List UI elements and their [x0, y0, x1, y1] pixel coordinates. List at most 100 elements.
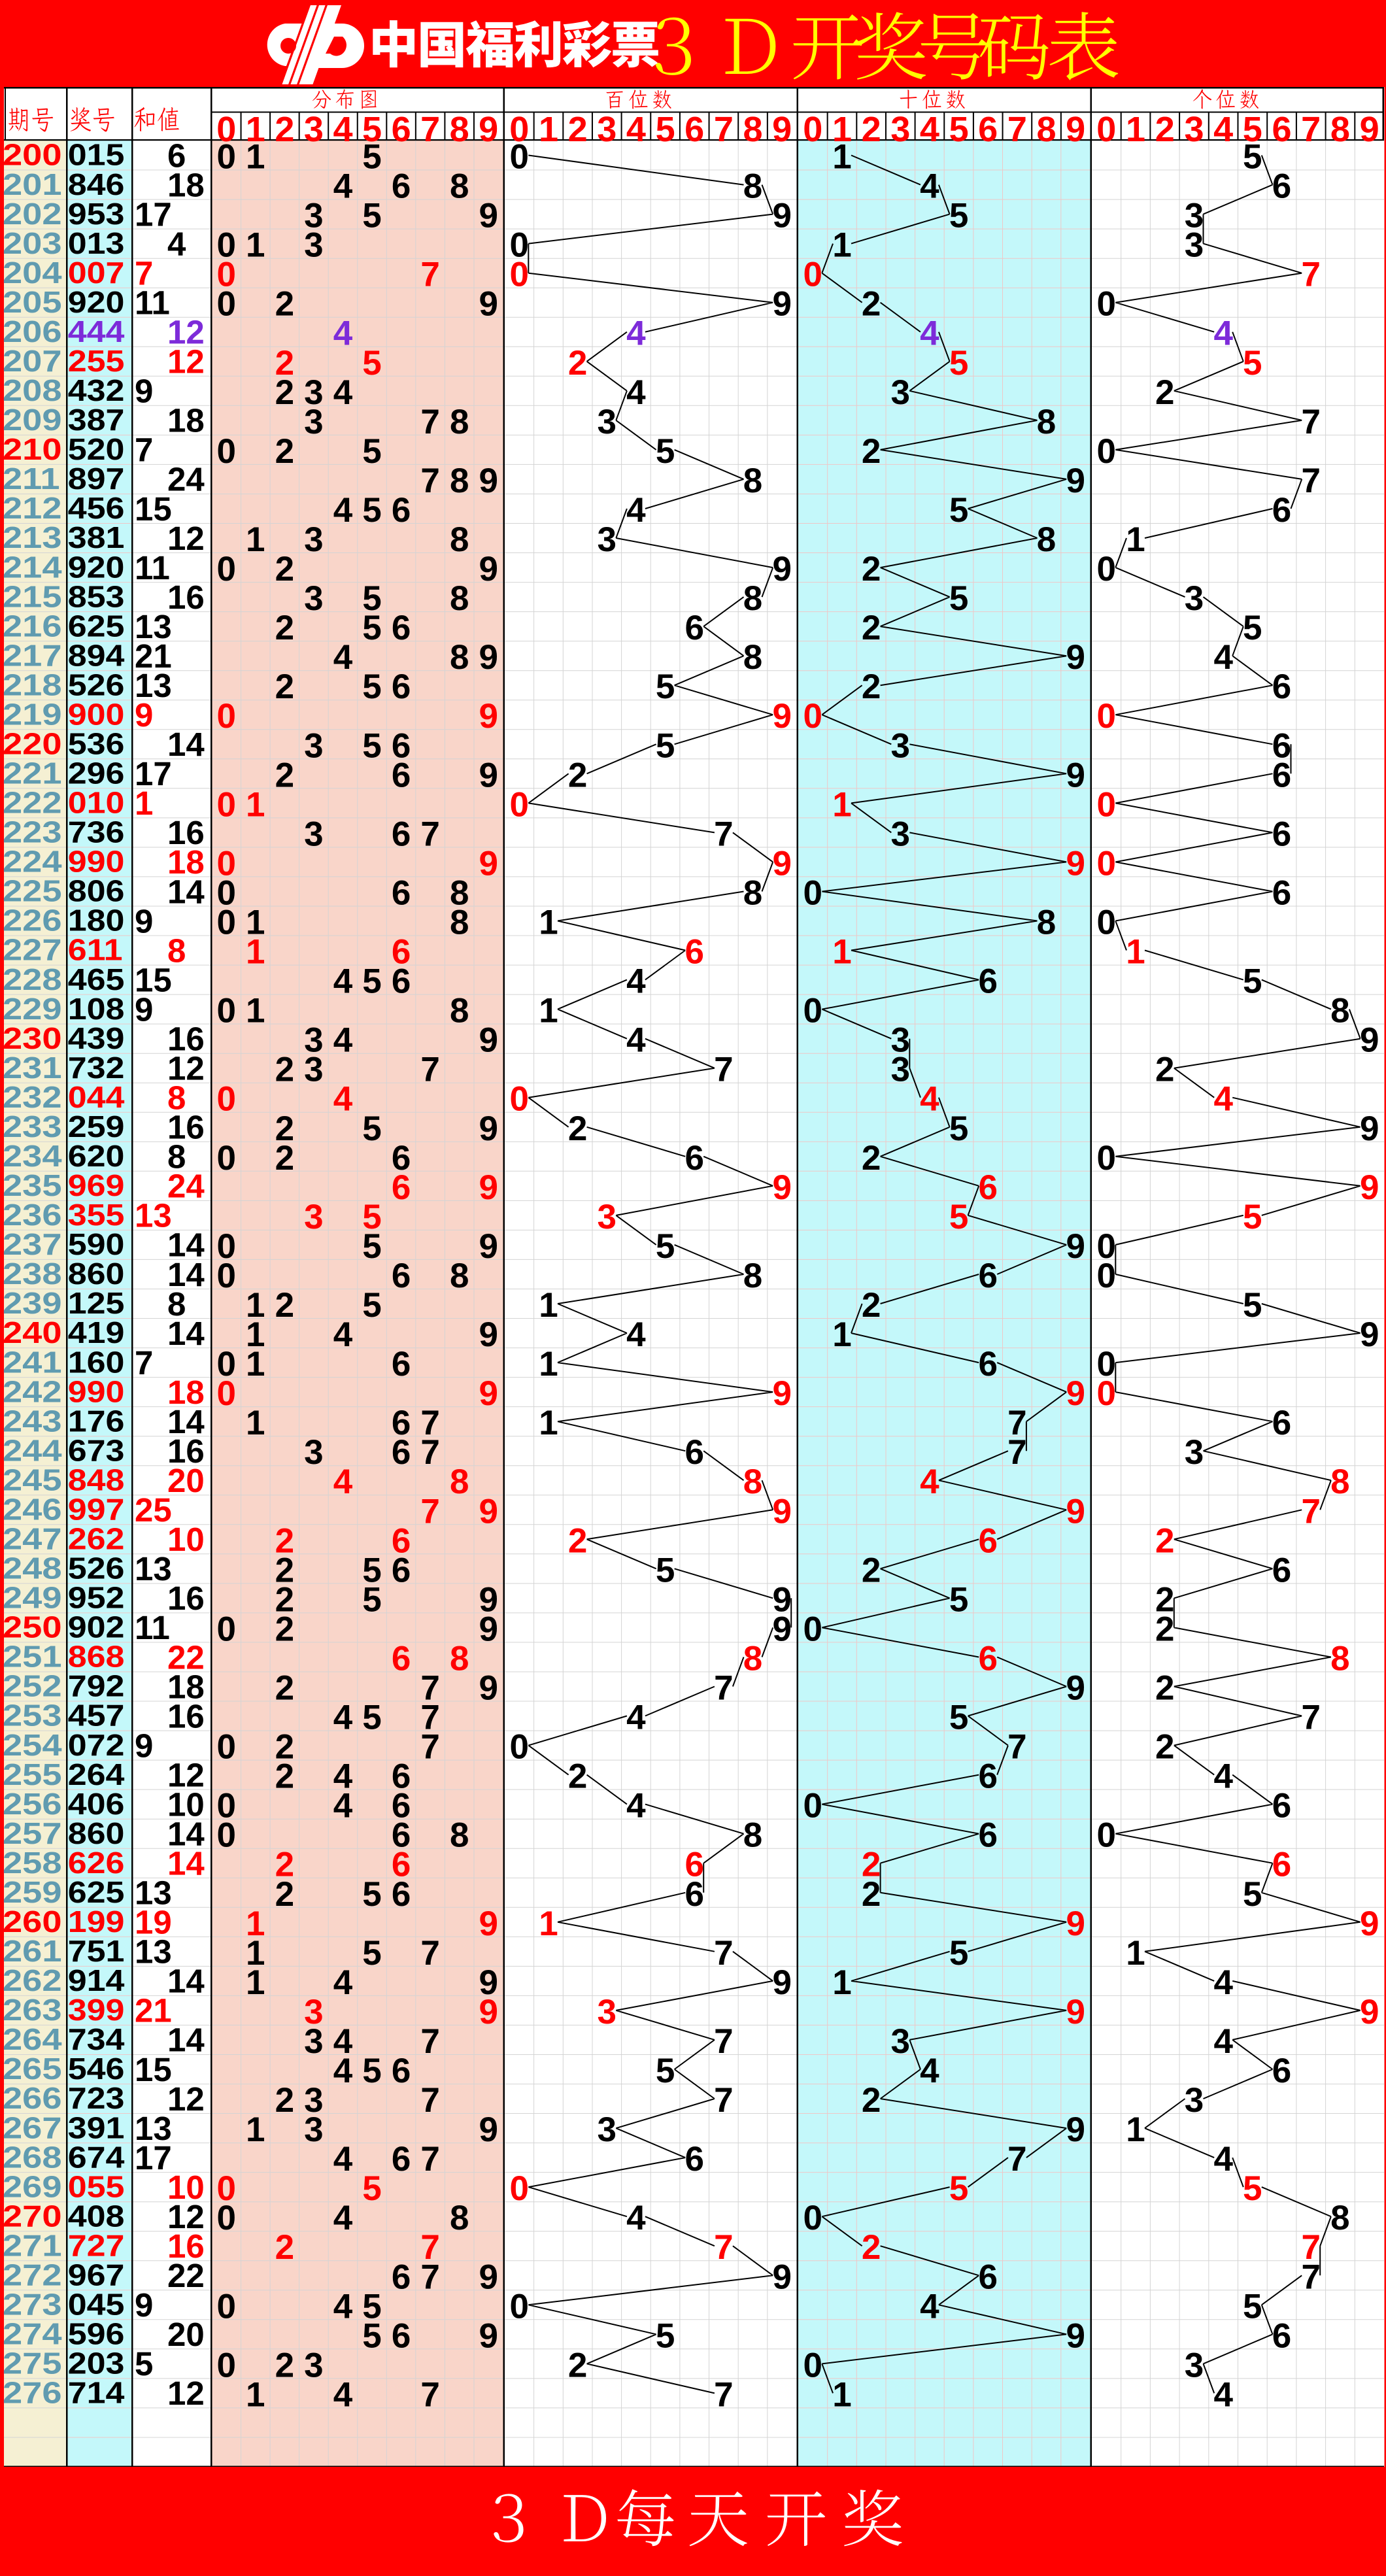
svg-text:9: 9 [135, 991, 153, 1028]
svg-text:17: 17 [135, 195, 172, 233]
svg-text:4: 4 [626, 314, 646, 353]
svg-text:201: 201 [3, 167, 62, 201]
svg-text:200: 200 [3, 138, 62, 172]
svg-text:387: 387 [68, 404, 125, 437]
svg-text:14: 14 [167, 2022, 205, 2059]
svg-text:241: 241 [3, 1345, 62, 1379]
svg-text:3: 3 [304, 197, 323, 235]
svg-text:5: 5 [949, 344, 968, 382]
svg-text:6: 6 [392, 1816, 411, 1855]
svg-text:751: 751 [68, 1935, 125, 1969]
svg-text:14: 14 [167, 1315, 205, 1352]
svg-text:8: 8 [743, 874, 762, 913]
svg-text:5: 5 [949, 1699, 968, 1737]
svg-text:6: 6 [392, 491, 411, 530]
svg-text:3: 3 [304, 2081, 323, 2120]
svg-text:8: 8 [167, 1138, 186, 1176]
svg-text:9: 9 [772, 1963, 791, 2002]
svg-text:3: 3 [597, 110, 617, 149]
svg-text:4: 4 [920, 2287, 939, 2326]
svg-text:7: 7 [714, 2022, 733, 2061]
svg-text:21: 21 [135, 637, 172, 675]
svg-text:5: 5 [362, 726, 381, 765]
svg-text:6: 6 [685, 110, 704, 149]
svg-text:7: 7 [714, 110, 734, 149]
svg-text:9: 9 [1360, 1021, 1379, 1060]
svg-text:254: 254 [3, 1728, 62, 1762]
svg-text:214: 214 [3, 550, 62, 584]
svg-text:914: 914 [68, 1965, 125, 1998]
svg-text:225: 225 [3, 874, 62, 908]
svg-text:736: 736 [68, 816, 125, 849]
svg-text:7: 7 [135, 255, 153, 292]
svg-text:264: 264 [68, 1758, 125, 1791]
svg-text:0: 0 [217, 138, 236, 177]
svg-text:0: 0 [1097, 1139, 1116, 1178]
svg-text:9: 9 [479, 2316, 498, 2355]
svg-text:7: 7 [1301, 110, 1321, 149]
svg-text:9: 9 [772, 697, 791, 736]
svg-text:15: 15 [135, 490, 172, 528]
svg-text:7: 7 [420, 1699, 439, 1737]
svg-text:2: 2 [862, 1846, 881, 1884]
svg-text:8: 8 [450, 1816, 469, 1855]
svg-text:22: 22 [167, 1638, 205, 1676]
svg-text:8: 8 [450, 638, 469, 677]
svg-text:0: 0 [217, 432, 236, 471]
svg-text:1: 1 [246, 1345, 265, 1383]
svg-text:219: 219 [3, 697, 62, 731]
svg-text:10: 10 [167, 1786, 205, 1823]
svg-text:9: 9 [1066, 1993, 1085, 2031]
svg-text:13: 13 [135, 2110, 172, 2147]
svg-text:234: 234 [3, 1139, 62, 1173]
svg-text:9: 9 [1066, 2110, 1085, 2149]
svg-text:14: 14 [167, 1256, 205, 1293]
svg-text:5: 5 [1243, 962, 1262, 1001]
svg-text:13: 13 [135, 1874, 172, 1912]
svg-text:5: 5 [362, 962, 381, 1001]
svg-text:9: 9 [1066, 1492, 1085, 1531]
svg-text:4: 4 [333, 2022, 353, 2061]
svg-text:20: 20 [167, 1462, 205, 1499]
svg-text:8: 8 [743, 579, 762, 618]
svg-text:9: 9 [135, 373, 153, 410]
svg-text:218: 218 [3, 668, 62, 702]
svg-text:5: 5 [656, 110, 675, 149]
svg-text:9: 9 [772, 1492, 791, 1531]
svg-text:6: 6 [392, 1640, 411, 1678]
svg-text:268: 268 [3, 2140, 62, 2174]
svg-text:0: 0 [803, 1610, 822, 1648]
svg-text:5: 5 [656, 1227, 675, 1266]
svg-text:013: 013 [68, 227, 125, 260]
svg-text:4: 4 [626, 1021, 646, 1060]
svg-text:7: 7 [1301, 2258, 1320, 2296]
svg-text:5: 5 [362, 197, 381, 235]
svg-text:0: 0 [1097, 285, 1116, 324]
svg-text:1: 1 [246, 138, 265, 177]
svg-text:215: 215 [3, 579, 62, 613]
svg-text:2: 2 [862, 550, 881, 588]
svg-text:7: 7 [420, 2258, 439, 2296]
svg-text:6: 6 [392, 1551, 411, 1589]
svg-text:3: 3 [1185, 226, 1204, 265]
svg-text:4: 4 [333, 1757, 353, 1796]
svg-text:8: 8 [743, 638, 762, 677]
svg-text:7: 7 [1007, 1404, 1026, 1442]
svg-text:439: 439 [68, 1023, 125, 1056]
svg-text:902: 902 [68, 1611, 125, 1644]
svg-text:7: 7 [1301, 462, 1320, 500]
svg-text:9: 9 [479, 197, 498, 235]
svg-text:261: 261 [3, 1934, 62, 1968]
svg-text:546: 546 [68, 2053, 125, 2086]
svg-text:920: 920 [68, 286, 125, 320]
svg-text:20: 20 [167, 2316, 205, 2353]
svg-text:0: 0 [803, 256, 822, 294]
svg-text:6: 6 [392, 668, 411, 706]
svg-text:205: 205 [3, 285, 62, 319]
svg-text:8: 8 [450, 874, 469, 913]
svg-text:8: 8 [450, 904, 469, 942]
svg-text:238: 238 [3, 1257, 62, 1291]
svg-text:255: 255 [68, 345, 125, 379]
svg-text:258: 258 [3, 1846, 62, 1880]
svg-text:12: 12 [167, 2198, 205, 2235]
